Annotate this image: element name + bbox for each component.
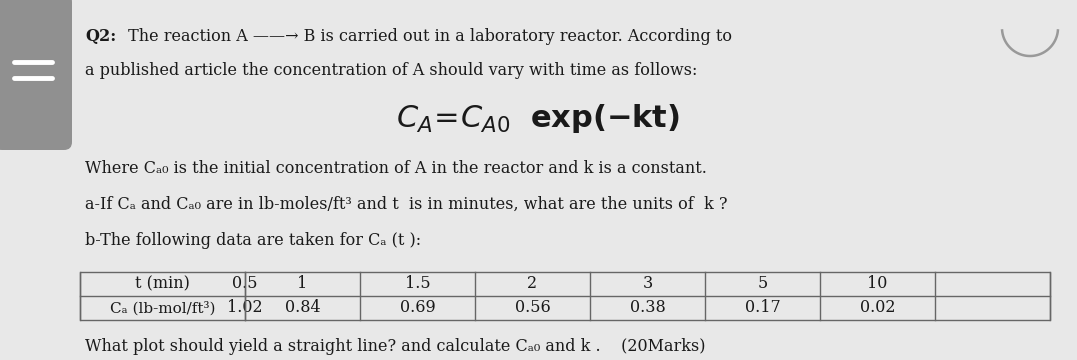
Text: 3: 3 xyxy=(642,275,653,292)
Text: 5: 5 xyxy=(757,275,768,292)
Text: 1.02: 1.02 xyxy=(227,300,263,316)
Text: Where Cₐ₀ is the initial concentration of A in the reactor and k is a constant.: Where Cₐ₀ is the initial concentration o… xyxy=(85,160,707,177)
Text: 0.84: 0.84 xyxy=(284,300,320,316)
Text: 0.02: 0.02 xyxy=(859,300,895,316)
Text: 0.69: 0.69 xyxy=(400,300,435,316)
Text: a-If Cₐ and Cₐ₀ are in lb-moles/ft³ and t  is in minutes, what are the units of : a-If Cₐ and Cₐ₀ are in lb-moles/ft³ and … xyxy=(85,196,727,213)
Text: b-The following data are taken for Cₐ (t ):: b-The following data are taken for Cₐ (t… xyxy=(85,232,421,249)
Text: 1.5: 1.5 xyxy=(405,275,431,292)
FancyBboxPatch shape xyxy=(0,0,72,150)
Text: 1: 1 xyxy=(297,275,308,292)
Text: The reaction A ——→ B is carried out in a laboratory reactor. According to: The reaction A ——→ B is carried out in a… xyxy=(123,28,732,45)
Text: 10: 10 xyxy=(867,275,887,292)
Text: a published article the concentration of A should vary with time as follows:: a published article the concentration of… xyxy=(85,62,698,79)
Bar xyxy=(80,272,1050,320)
Text: t (min): t (min) xyxy=(135,275,190,292)
Text: Cₐ (lb-mol/ft³): Cₐ (lb-mol/ft³) xyxy=(110,301,215,315)
Text: $C_A\!=\!C_{A0}$  $\mathbf{exp(-kt)}$: $C_A\!=\!C_{A0}$ $\mathbf{exp(-kt)}$ xyxy=(396,102,680,135)
Text: 0.56: 0.56 xyxy=(515,300,550,316)
Text: 0.38: 0.38 xyxy=(630,300,666,316)
Text: 2: 2 xyxy=(528,275,537,292)
Text: 0.5: 0.5 xyxy=(233,275,257,292)
Text: Q2:: Q2: xyxy=(85,28,116,45)
Text: What plot should yield a straight line? and calculate Cₐ₀ and k .    (20Marks): What plot should yield a straight line? … xyxy=(85,338,705,355)
Text: 0.17: 0.17 xyxy=(744,300,781,316)
